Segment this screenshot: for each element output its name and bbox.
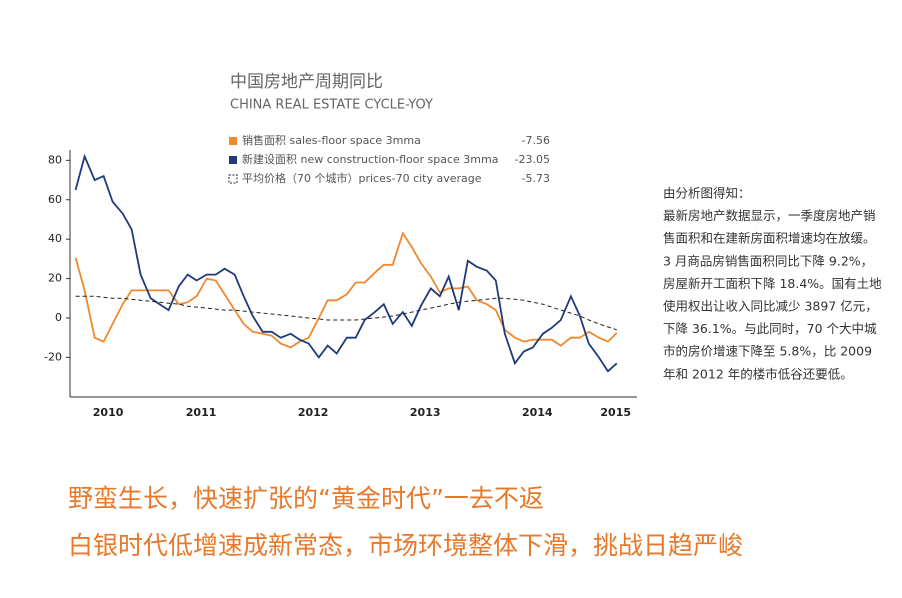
series-line [74, 153, 618, 373]
legend-value: -5.73 [522, 172, 550, 185]
chart-subtitle: CHINA REAL ESTATE CYCLE-YOY [230, 98, 433, 113]
y-tick-label: 20 [48, 272, 62, 285]
y-tick-label: 60 [48, 193, 62, 206]
chart-title: 中国房地产周期同比 [230, 72, 383, 92]
x-tick-label: 2011 [186, 406, 217, 419]
note-line: 市的房价增速下降至 5.8%，比 2009 [663, 344, 872, 359]
legend-value: -7.56 [522, 134, 550, 147]
legend-swatch [228, 174, 238, 184]
legend-label: 新建设面积 new construction-floor space 3mma [242, 152, 498, 166]
headline: 野蛮生长，快速扩张的“黄金时代”一去不返 [68, 484, 544, 513]
legend-label: 销售面积 sales-floor space 3mma [242, 133, 421, 147]
x-tick-label: 2013 [410, 406, 441, 419]
series-line [74, 231, 618, 349]
y-tick-label: 0 [55, 311, 62, 324]
note-line: 房屋新开工面积下降 18.4%。国有土地 [663, 276, 882, 291]
legend-label: 平均价格（70 个城市）prices-70 city average [242, 171, 482, 185]
note-line: 年和 2012 年的楼市低谷还要低。 [663, 366, 853, 381]
y-tick-label: 80 [48, 153, 62, 166]
legend-value: -23.05 [515, 153, 550, 166]
legend-swatch [229, 156, 237, 164]
note-line: 使用权出让收入同比减少 3897 亿元， [663, 299, 878, 314]
y-tick-label: 40 [48, 232, 62, 245]
headline: 白银时代低增速成新常态，市场环境整体下滑，挑战日趋严峻 [68, 531, 743, 560]
x-tick-label: 2010 [93, 406, 124, 419]
x-tick-label: 2014 [522, 406, 553, 419]
y-tick-label: -20 [44, 350, 62, 363]
note-line: 3 月商品房销售面积同比下降 9.2%， [663, 253, 873, 268]
x-tick-label: 2012 [298, 406, 329, 419]
legend-swatch [229, 137, 237, 145]
note-line: 下降 36.1%。与此同时，70 个大中城 [663, 321, 877, 336]
note-line: 最新房地产数据显示，一季度房地产销 [663, 208, 876, 223]
note-line: 售面积和在建新房面积增速均在放缓。 [663, 231, 876, 246]
x-tick-label: 2015 [600, 406, 631, 419]
note-line: 由分析图得知： [663, 186, 751, 201]
